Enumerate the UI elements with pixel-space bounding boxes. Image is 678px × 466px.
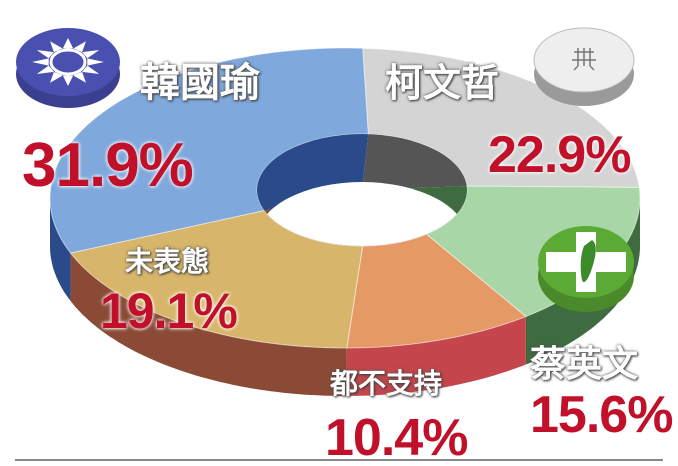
kmt-sun-rays (32, 38, 104, 86)
slice-side-3 (70, 253, 347, 396)
label-ko-wen-je: 柯文哲 (385, 61, 500, 105)
bottom-divider (15, 459, 663, 461)
kmt-sun-disc (49, 48, 87, 76)
hole-floor (257, 182, 467, 246)
tpp-logo-mark (572, 48, 596, 71)
taiwan-shape (580, 240, 596, 283)
label-support-none: 都不支持 (330, 367, 443, 400)
value-support-none: 10.4% (325, 409, 468, 466)
white-party-logo-icon (533, 27, 635, 106)
slice-side-4 (50, 199, 71, 301)
label-han-kuo-yu: 韓國瑜 (140, 60, 260, 106)
label-tsai-ing-wen: 蔡英文 (530, 344, 639, 385)
value-undecided: 19.1% (100, 283, 238, 339)
donut-slices (49, 47, 641, 396)
value-ko-wen-je: 22.9% (488, 126, 631, 184)
value-han-kuo-yu: 31.9% (22, 131, 194, 200)
value-tsai-ing-wen: 15.6% (530, 386, 673, 444)
dpp-logo-icon (538, 226, 634, 312)
kmt-logo-icon (16, 28, 120, 108)
label-undecided: 未表態 (125, 245, 210, 278)
slice-side-1 (525, 199, 640, 365)
slice-side-2 (346, 316, 526, 396)
